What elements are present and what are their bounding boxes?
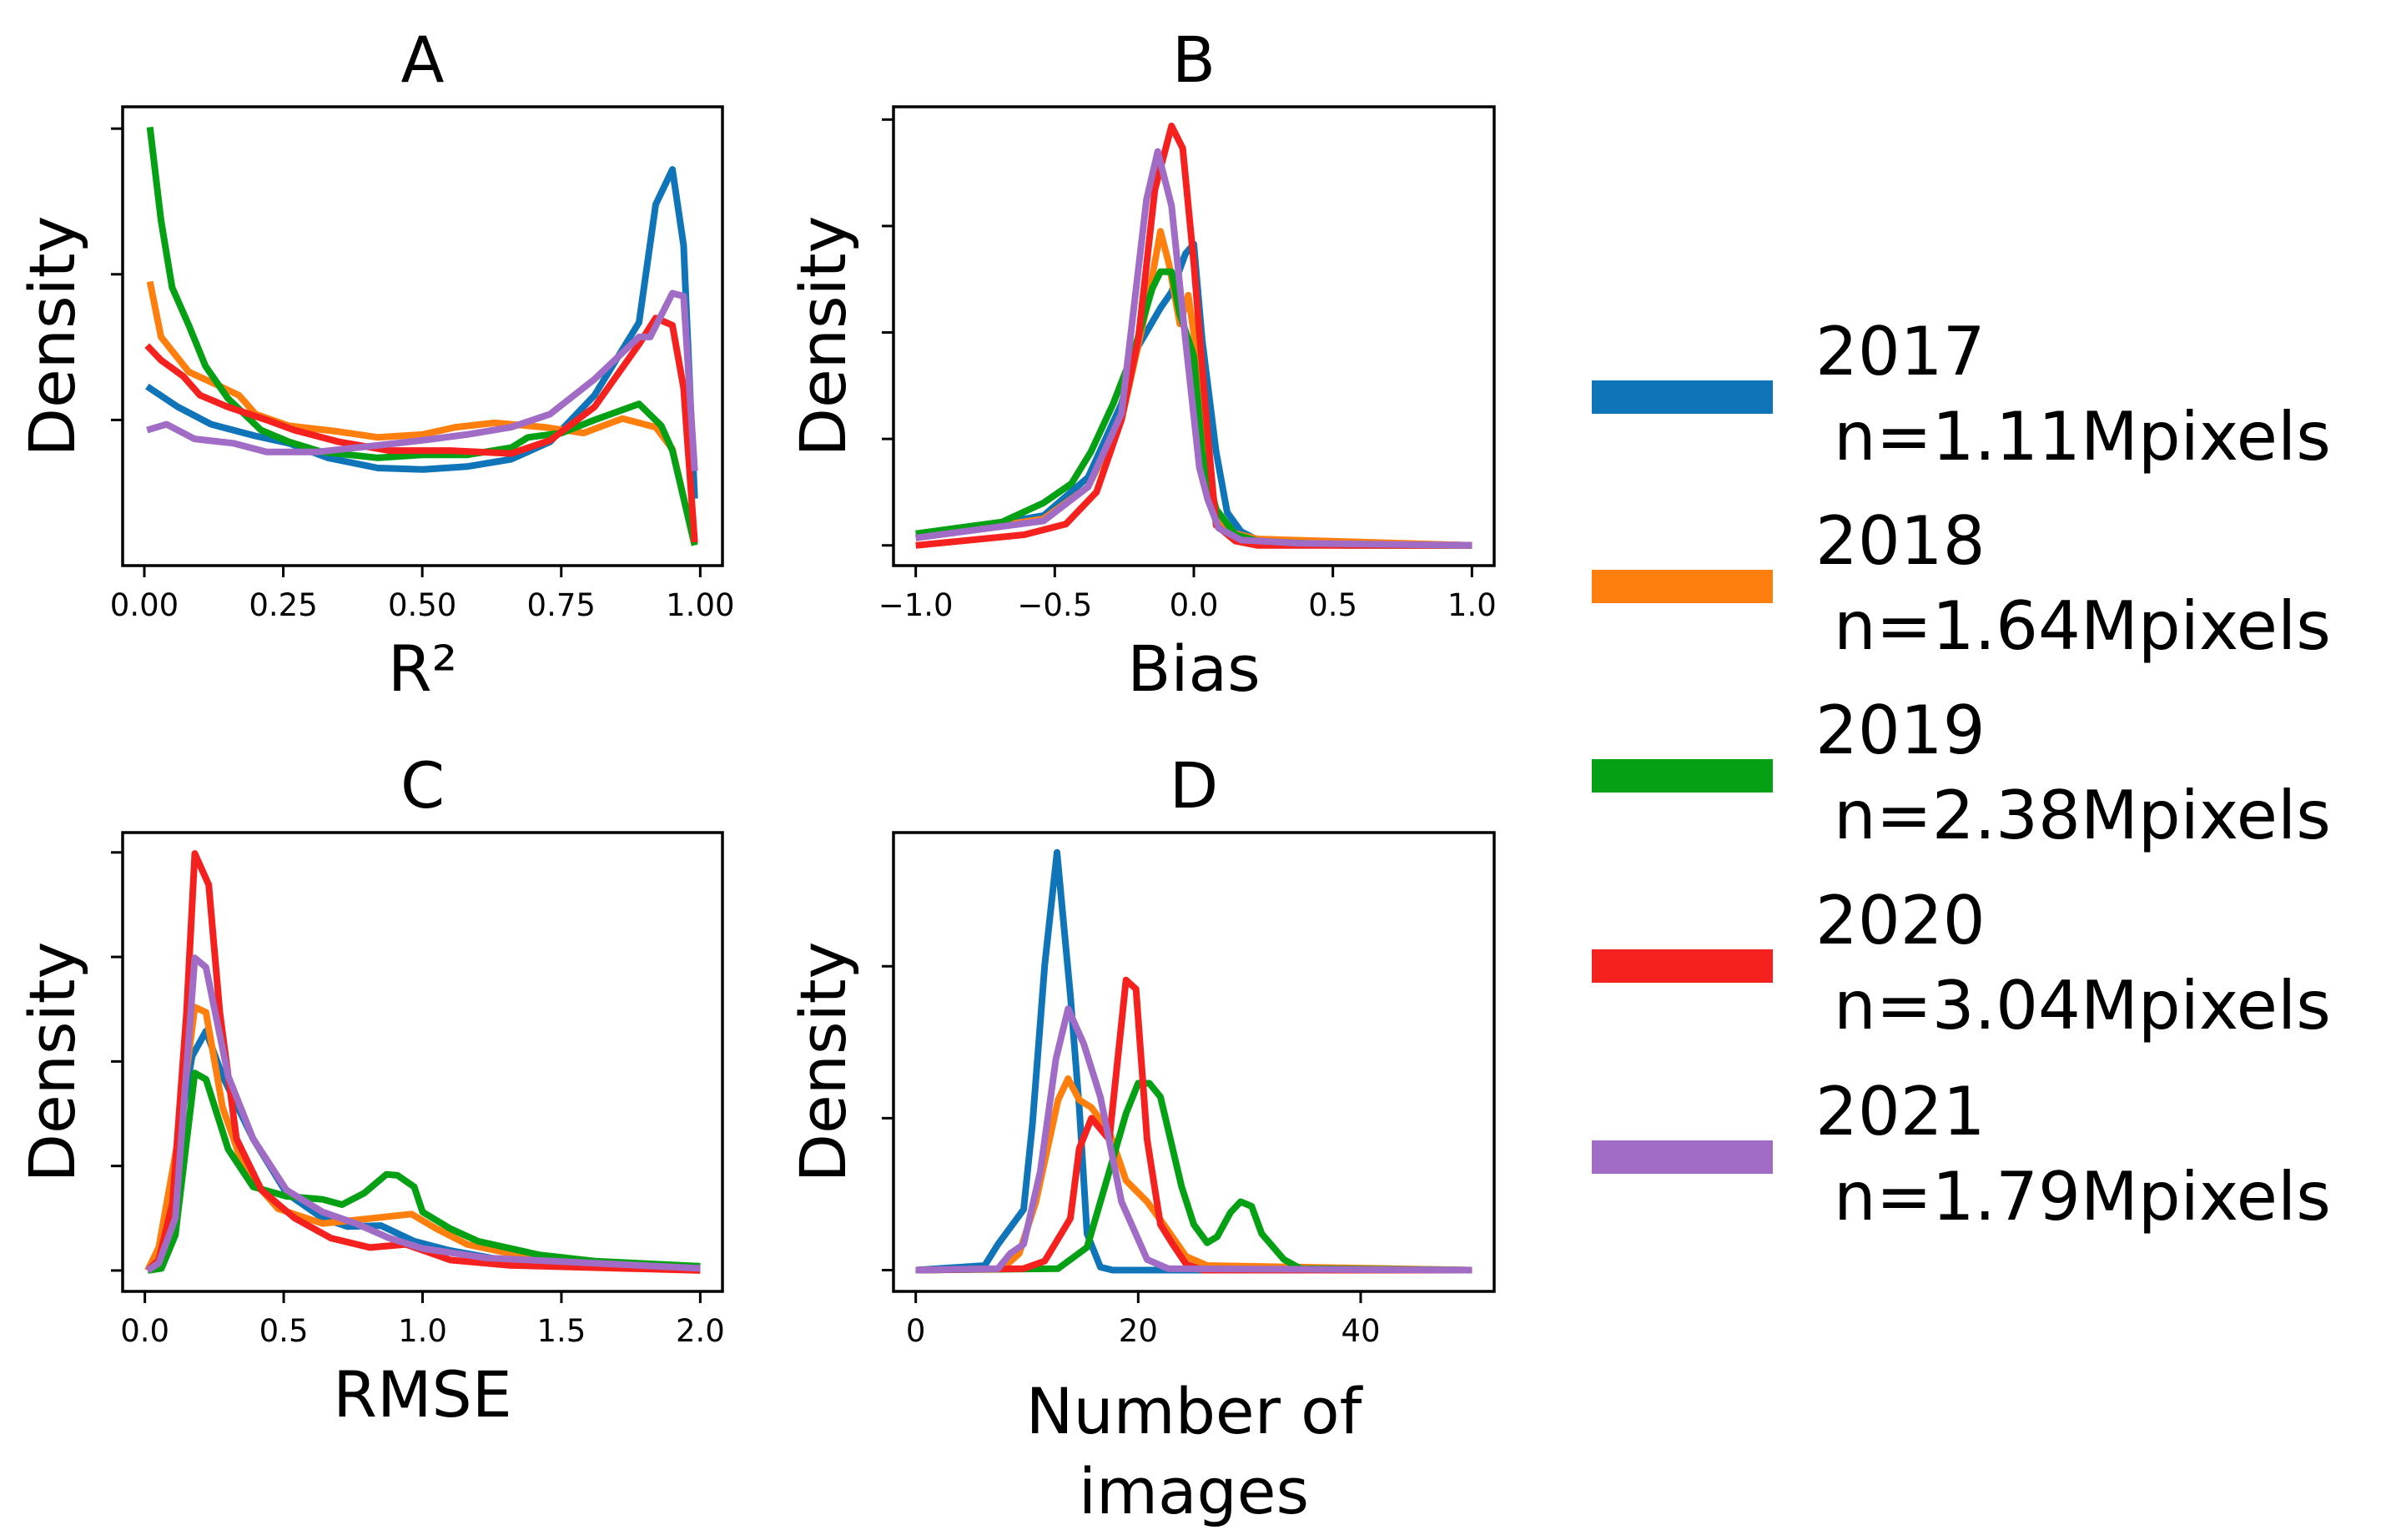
series-line-2019 [147,1069,701,1274]
y-axis-label: Density [15,942,89,1183]
x-tick-label: 20 [1119,1313,1158,1349]
x-tick-label: 0.75 [527,587,596,623]
x-axis-label: Number of [1026,1374,1364,1448]
y-axis-label: Density [786,216,860,457]
legend-count: n=1.11Mpixels [1834,398,2331,476]
x-tick-label: 1.0 [398,1313,447,1349]
x-tick-label: 1.0 [1447,587,1497,623]
panel-title: D [1170,748,1219,823]
series-line-2021 [145,954,701,1274]
x-tick-label: 1.5 [537,1313,586,1349]
series-line-2021 [915,1005,1472,1274]
x-axis-label: images [1079,1454,1309,1528]
legend-count: n=2.38Mpixels [1834,777,2331,854]
panel-a: A 0.00 0.25 0.50 0.75 1.00 R² Density [15,23,735,706]
legend-entry-2019: 2019 n=2.38Mpixels [1592,692,2331,854]
series-line-2020 [915,976,1472,1274]
series-line-2017 [915,240,1472,549]
x-tick-label: 1.00 [666,587,734,623]
x-tick-label: 0.0 [1170,587,1219,623]
legend-swatch [1592,1140,1773,1174]
x-tick-label: 0 [906,1313,926,1349]
legend-swatch [1592,380,1773,414]
x-tick-label: 0.25 [249,587,317,623]
series-line-2019 [146,126,698,546]
x-tick-label: −1.0 [878,587,954,623]
panel-b: B −1.0 −0.5 0.0 0.5 1.0 Bias Density [786,23,1497,706]
x-tick-label: 40 [1341,1313,1380,1349]
x-tick-label: 2.0 [676,1313,725,1349]
legend-entry-2021: 2021 n=1.79Mpixels [1592,1073,2331,1236]
legend-year: 2019 [1815,692,1986,769]
x-tick-label: 0.50 [388,587,456,623]
legend-swatch [1592,759,1773,793]
x-axis-label: Bias [1127,632,1260,706]
legend-entry-2017: 2017 n=1.11Mpixels [1592,313,2331,476]
legend-swatch [1592,949,1773,983]
panel-title: A [401,23,445,97]
series-line-2017 [915,848,1472,1274]
panel-title: C [400,748,445,823]
panel-c: C 0.0 0.5 1.0 1.5 2.0 RMSE Density [15,748,725,1432]
x-tick-label: 0.0 [120,1313,169,1349]
x-axis-label: R² [388,632,457,706]
legend-count: n=1.79Mpixels [1834,1158,2331,1236]
legend-count: n=1.64Mpixels [1834,587,2331,665]
legend-entry-2020: 2020 n=3.04Mpixels [1592,882,2331,1044]
legend-year: 2018 [1815,502,1986,580]
series-line-2017 [145,166,698,499]
series-line-2021 [146,289,698,471]
series-line-2019 [915,1080,1472,1274]
legend-count: n=3.04Mpixels [1834,967,2331,1044]
series-line-2021 [915,148,1472,549]
series-line-2018 [146,280,698,546]
x-tick-label: 0.5 [1308,587,1357,623]
x-tick-label: 0.00 [110,587,179,623]
panel-title: B [1172,23,1216,97]
y-axis-label: Density [15,216,89,457]
y-axis-label: Density [786,942,860,1183]
axes-frame [892,831,1496,1293]
legend-swatch [1592,570,1773,603]
legend-year: 2017 [1815,313,1986,390]
legend-year: 2020 [1815,882,1986,959]
series-line-2018 [144,1004,701,1272]
x-tick-label: 0.5 [259,1313,309,1349]
x-tick-label: −0.5 [1017,587,1092,623]
legend-year: 2021 [1815,1073,1986,1150]
x-axis-label: RMSE [333,1357,512,1432]
